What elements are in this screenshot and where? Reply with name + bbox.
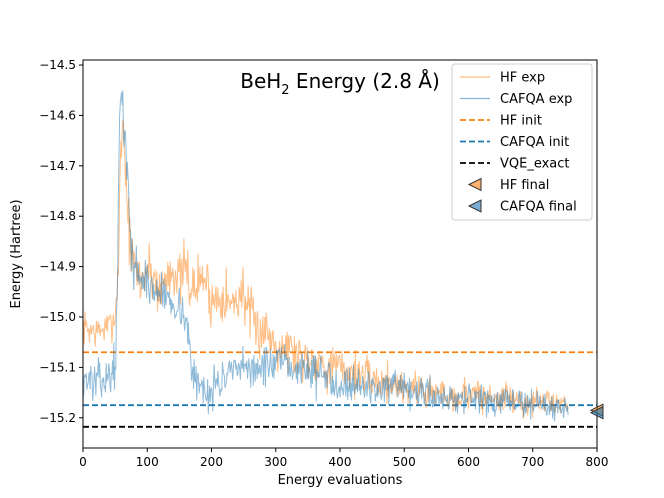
legend-box: [451, 63, 593, 221]
x-tick-label: 700: [521, 455, 544, 469]
x-tick-label: 100: [136, 455, 159, 469]
x-tick-label: 600: [457, 455, 480, 469]
x-tick-label: 0: [79, 455, 87, 469]
y-tick-label: −15.2: [39, 411, 76, 425]
legend: HF exp CAFQA exp HF init CAFQA init VQE_exac…: [451, 63, 593, 221]
legend-label: CAFQA exp: [500, 92, 572, 107]
x-axis-label: Energy evaluations: [278, 473, 403, 488]
legend-label: HF final: [500, 178, 549, 193]
y-tick-label: −14.5: [39, 58, 76, 72]
x-tick-label: 500: [393, 455, 416, 469]
legend-label: HF init: [500, 114, 542, 129]
y-axis-label: Energy (Hartree): [9, 199, 24, 308]
x-tick-label: 300: [264, 455, 287, 469]
y-tick-label: −14.7: [39, 159, 76, 173]
series-layer: [83, 90, 597, 428]
y-tick-label: −14.9: [39, 260, 76, 274]
cafqa-exp-trace: [83, 90, 569, 422]
legend-label: HF exp: [500, 71, 545, 86]
legend-swatch: [467, 199, 482, 213]
y-tick-label: −14.6: [39, 108, 76, 122]
y-tick-label: −15.1: [39, 360, 76, 374]
y-tick-label: −14.8: [39, 209, 76, 223]
legend-label: CAFQA final: [500, 200, 577, 215]
y-tick-label: −15.0: [39, 310, 76, 324]
legend-label: CAFQA init: [500, 135, 569, 150]
x-tick-label: 400: [329, 455, 352, 469]
chart-title: BeH2 Energy (2.8 Å): [240, 69, 440, 98]
legend-swatch: [467, 177, 482, 192]
legend-label: VQE_exact: [500, 157, 570, 172]
x-tick-label: 800: [586, 455, 609, 469]
tick-layer: 0 100 200 300 400 500 600 700 800 −14.5 −14.6 −14.7…: [39, 58, 608, 469]
cafqa-final-marker: [589, 405, 604, 420]
x-tick-label: 200: [200, 455, 223, 469]
